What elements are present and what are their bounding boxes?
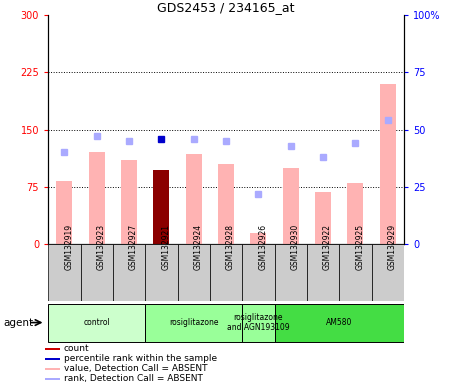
- Text: GSM132928: GSM132928: [226, 224, 235, 270]
- Bar: [48, 303, 145, 342]
- Text: rosiglitazone: rosiglitazone: [169, 318, 218, 327]
- Text: GSM132921: GSM132921: [162, 224, 170, 270]
- Title: GDS2453 / 234165_at: GDS2453 / 234165_at: [157, 1, 295, 14]
- Text: rank, Detection Call = ABSENT: rank, Detection Call = ABSENT: [63, 374, 202, 384]
- Bar: [242, 303, 274, 342]
- Text: GSM132930: GSM132930: [291, 223, 300, 270]
- Text: value, Detection Call = ABSENT: value, Detection Call = ABSENT: [63, 364, 207, 373]
- Bar: [185, 154, 202, 244]
- Text: AM580: AM580: [326, 318, 353, 327]
- Bar: [48, 244, 80, 301]
- Bar: [380, 84, 396, 244]
- Bar: [307, 244, 339, 301]
- Bar: [145, 244, 178, 301]
- Text: GSM132924: GSM132924: [194, 223, 203, 270]
- Bar: [80, 244, 113, 301]
- Bar: [242, 244, 274, 301]
- Bar: [45, 378, 60, 380]
- Bar: [89, 152, 105, 244]
- Text: rosiglitazone
and AGN193109: rosiglitazone and AGN193109: [227, 313, 290, 332]
- Bar: [45, 348, 60, 350]
- Bar: [45, 358, 60, 360]
- Bar: [56, 181, 73, 244]
- Text: count: count: [63, 344, 89, 353]
- Bar: [218, 164, 234, 244]
- Bar: [250, 233, 267, 244]
- Bar: [315, 192, 331, 244]
- Bar: [347, 183, 364, 244]
- Text: control: control: [84, 318, 110, 327]
- Bar: [210, 244, 242, 301]
- Text: GSM132929: GSM132929: [388, 223, 397, 270]
- Text: GSM132923: GSM132923: [97, 223, 106, 270]
- Text: GSM132927: GSM132927: [129, 223, 138, 270]
- Text: GSM132919: GSM132919: [64, 223, 73, 270]
- Text: GSM132925: GSM132925: [355, 223, 364, 270]
- Text: GSM132922: GSM132922: [323, 224, 332, 270]
- Bar: [339, 244, 372, 301]
- Bar: [113, 244, 145, 301]
- Bar: [274, 244, 307, 301]
- Text: GSM132926: GSM132926: [258, 223, 268, 270]
- Bar: [372, 244, 404, 301]
- Bar: [45, 367, 60, 370]
- Bar: [178, 244, 210, 301]
- Bar: [283, 168, 299, 244]
- Text: agent: agent: [4, 318, 34, 328]
- Text: percentile rank within the sample: percentile rank within the sample: [63, 354, 217, 363]
- Bar: [121, 160, 137, 244]
- Bar: [274, 303, 404, 342]
- Bar: [153, 170, 169, 244]
- Bar: [145, 303, 242, 342]
